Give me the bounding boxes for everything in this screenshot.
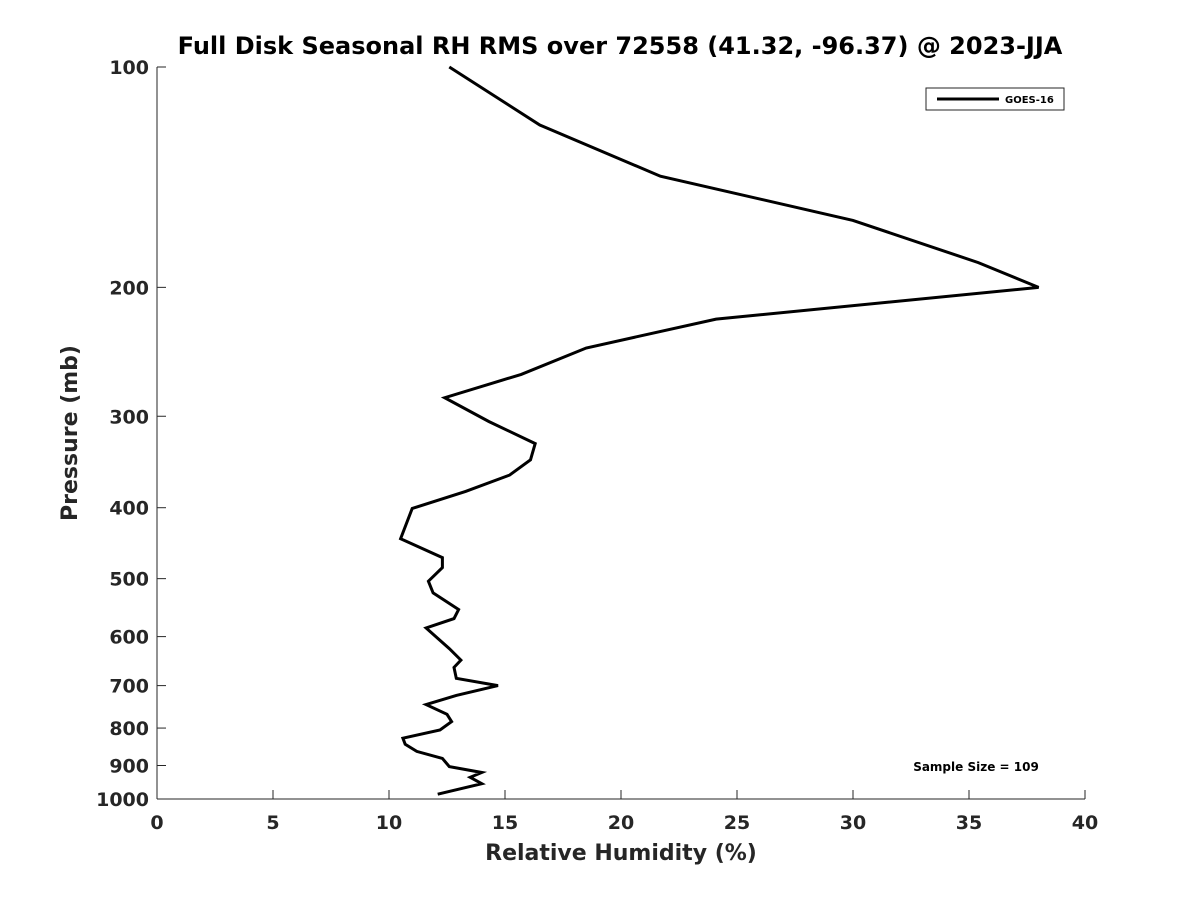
y-tick-label: 1000 — [96, 789, 149, 811]
x-tick-label: 15 — [492, 812, 518, 834]
sample-size-annotation: Sample Size = 109 — [913, 760, 1039, 774]
x-tick-label: 25 — [724, 812, 750, 834]
y-tick-label: 300 — [109, 406, 149, 428]
y-tick-label: 400 — [109, 498, 149, 520]
x-tick-label: 35 — [956, 812, 982, 834]
x-tick-label: 5 — [266, 812, 279, 834]
y-tick-label: 800 — [109, 718, 149, 740]
y-tick-label: 700 — [109, 676, 149, 698]
x-tick-label: 40 — [1072, 812, 1098, 834]
y-axis-ticks: 100 200 300 400 500 600 700 800 900 1000 — [96, 57, 166, 811]
y-axis-label: Pressure (mb) — [58, 345, 83, 521]
legend: GOES-16 — [925, 87, 1065, 111]
y-tick-label: 100 — [109, 57, 149, 79]
series-layer — [398, 65, 1040, 796]
x-axis-label: Relative Humidity (%) — [485, 841, 757, 866]
series-line-goes-16 — [398, 65, 1040, 796]
x-tick-label: 20 — [608, 812, 634, 834]
y-tick-label: 900 — [109, 756, 149, 778]
y-tick-label: 500 — [109, 569, 149, 591]
x-axis-ticks: 0 5 10 15 20 25 30 35 40 — [150, 790, 1098, 834]
x-tick-label: 30 — [840, 812, 866, 834]
legend-entry-goes-16: GOES-16 — [1005, 95, 1054, 106]
x-tick-label: 0 — [150, 812, 163, 834]
y-tick-label: 600 — [109, 627, 149, 649]
plot-area: 0 5 10 15 20 25 30 35 40 100 200 300 400 500 600 700 80… — [96, 57, 1098, 834]
y-tick-label: 200 — [109, 277, 149, 299]
x-tick-label: 10 — [376, 812, 402, 834]
plot-background — [157, 67, 1085, 799]
chart-title: Full Disk Seasonal RH RMS over 72558 (41… — [178, 32, 1063, 60]
